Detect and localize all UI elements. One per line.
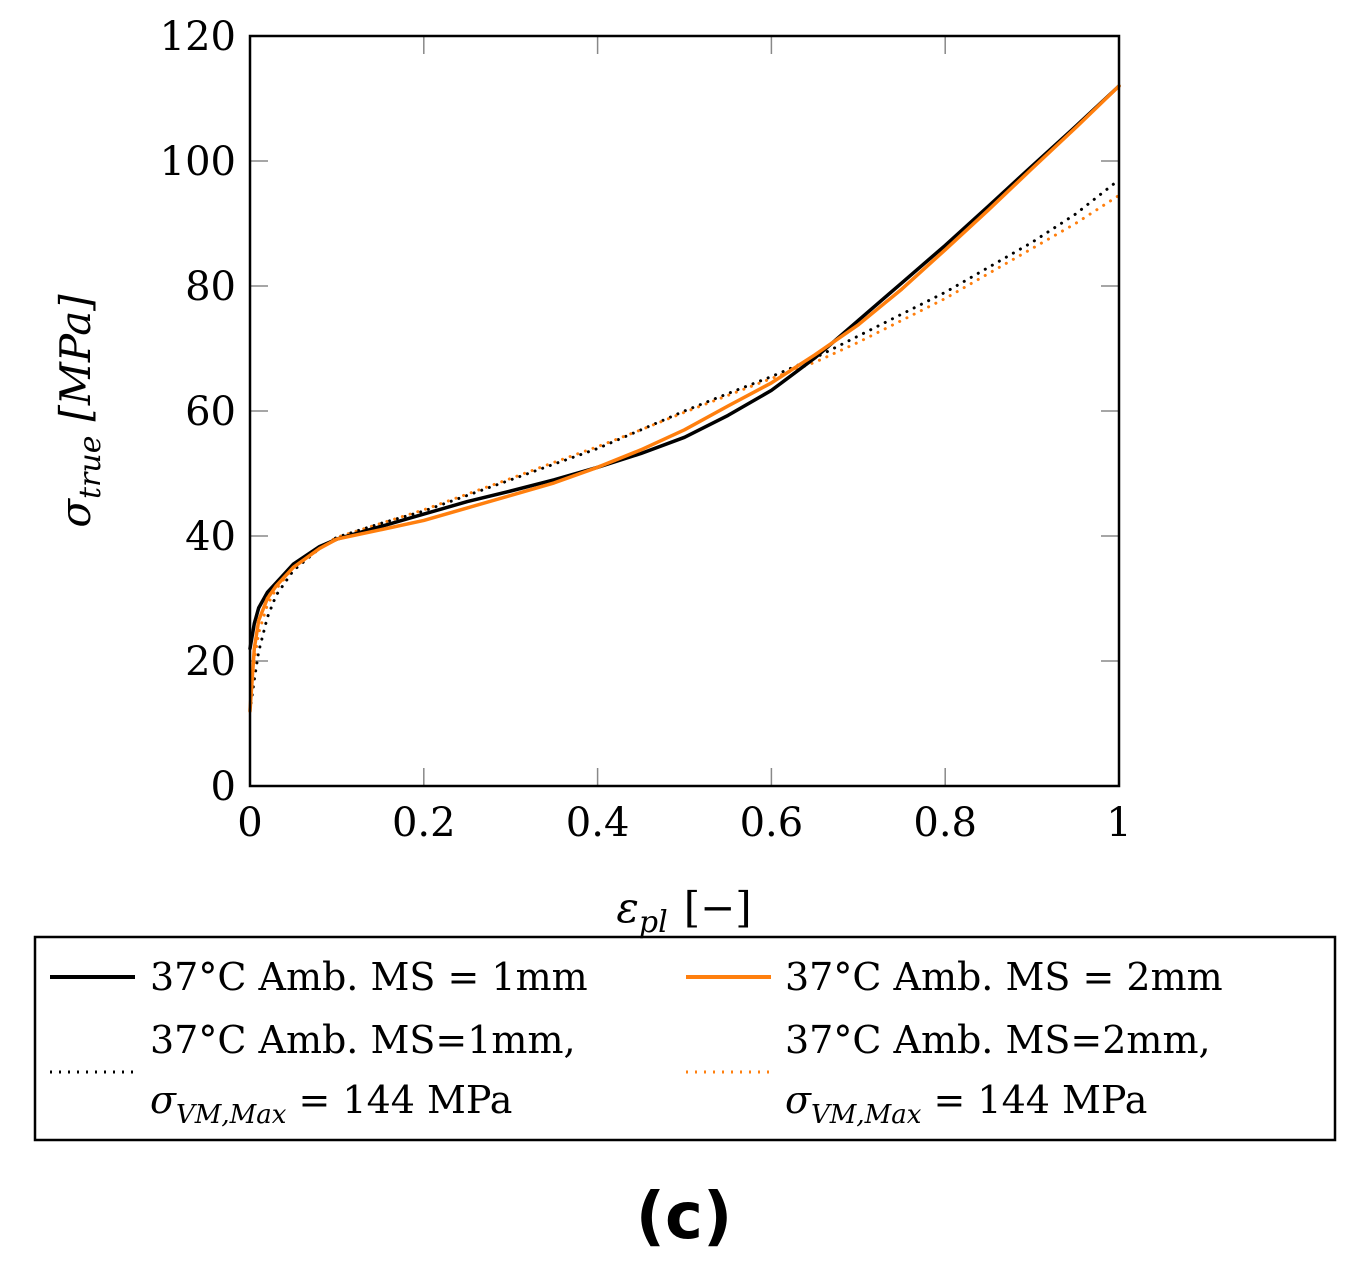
y-tick-label: 0 [211, 764, 236, 810]
y-tick-label: 100 [160, 139, 236, 185]
axis-tick-labels: 0 0.2 0.4 0.6 0.8 1 0 20 40 60 80 100 120 [160, 14, 1132, 846]
x-tick-label: 0.6 [740, 800, 804, 846]
x-tick-label: 0.4 [566, 800, 630, 846]
y-tick-label: 40 [185, 514, 236, 560]
series-line-3 [248, 193, 1121, 713]
legend-label-ms1-solid: 37°C Amb. MS = 1mm [150, 955, 588, 999]
y-tick-label: 20 [185, 639, 236, 685]
series-line-1 [248, 84, 1121, 713]
y-axis-label: σtrue[MPa] [51, 294, 108, 528]
legend-label-ms1-dotted: 37°C Amb. MS=1mm, [150, 1018, 576, 1062]
legend-label-ms1-dotted-sigma: σVM,Max = 144 MPa [150, 1078, 512, 1130]
y-tick-label: 120 [160, 14, 236, 60]
legend: 37°C Amb. MS = 1mm 37°C Amb. MS = 2mm 37… [33, 935, 1337, 1142]
y-tick-label: 80 [185, 264, 236, 310]
x-tick-label: 0 [237, 800, 262, 846]
x-axis-label: εpl [−] [616, 883, 751, 940]
plot-frame [248, 34, 1121, 788]
panel-label: (c) [636, 1180, 732, 1254]
legend-label-ms2-solid: 37°C Amb. MS = 2mm [785, 955, 1223, 999]
x-tick-label: 0.8 [913, 800, 977, 846]
legend-label-ms2-dotted-sigma: σVM,Max = 144 MPa [785, 1078, 1147, 1130]
series-lines [248, 84, 1121, 713]
x-tick-label: 1 [1106, 800, 1131, 846]
y-tick-label: 60 [185, 389, 236, 435]
legend-box [33, 935, 1337, 1142]
legend-label-ms2-dotted: 37°C Amb. MS=2mm, [785, 1018, 1211, 1062]
x-tick-label: 0.2 [392, 800, 456, 846]
